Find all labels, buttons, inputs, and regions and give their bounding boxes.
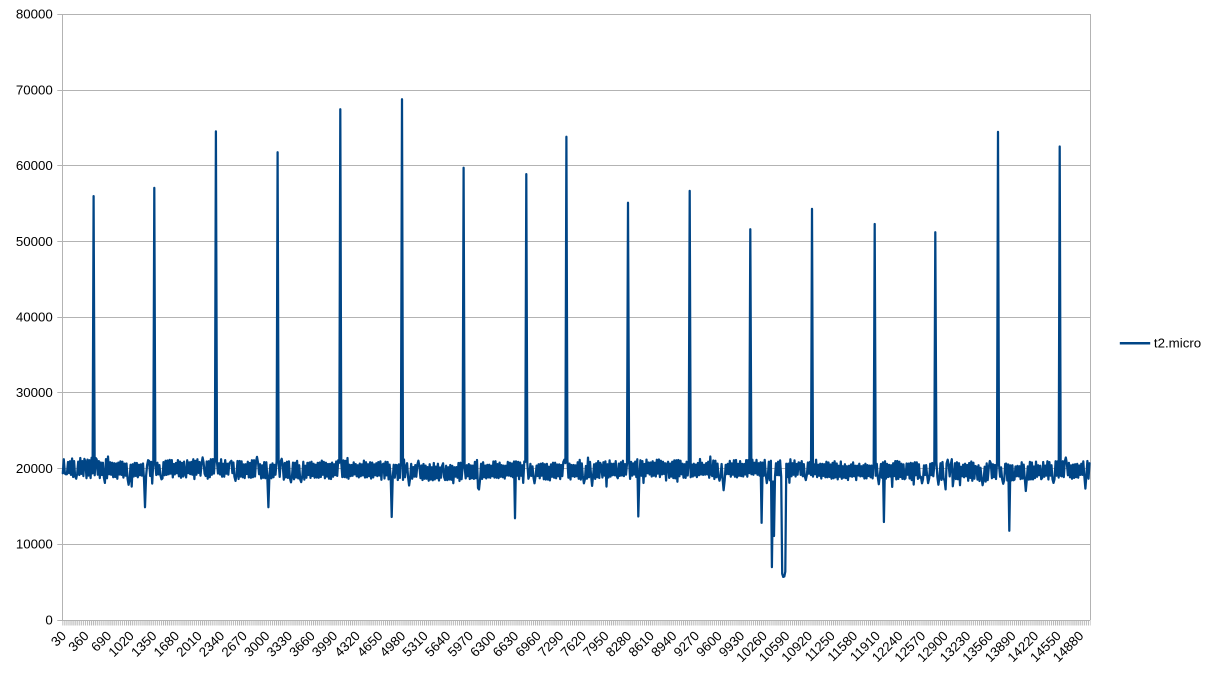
svg-text:50000: 50000 [16, 234, 53, 249]
svg-text:20000: 20000 [16, 461, 53, 476]
svg-text:t2.micro: t2.micro [1154, 335, 1201, 350]
svg-text:60000: 60000 [16, 158, 53, 173]
svg-text:10000: 10000 [16, 537, 53, 552]
svg-text:30000: 30000 [16, 385, 53, 400]
svg-text:80000: 80000 [16, 7, 53, 22]
svg-text:0: 0 [45, 612, 52, 627]
svg-text:40000: 40000 [16, 310, 53, 325]
svg-text:70000: 70000 [16, 82, 53, 97]
